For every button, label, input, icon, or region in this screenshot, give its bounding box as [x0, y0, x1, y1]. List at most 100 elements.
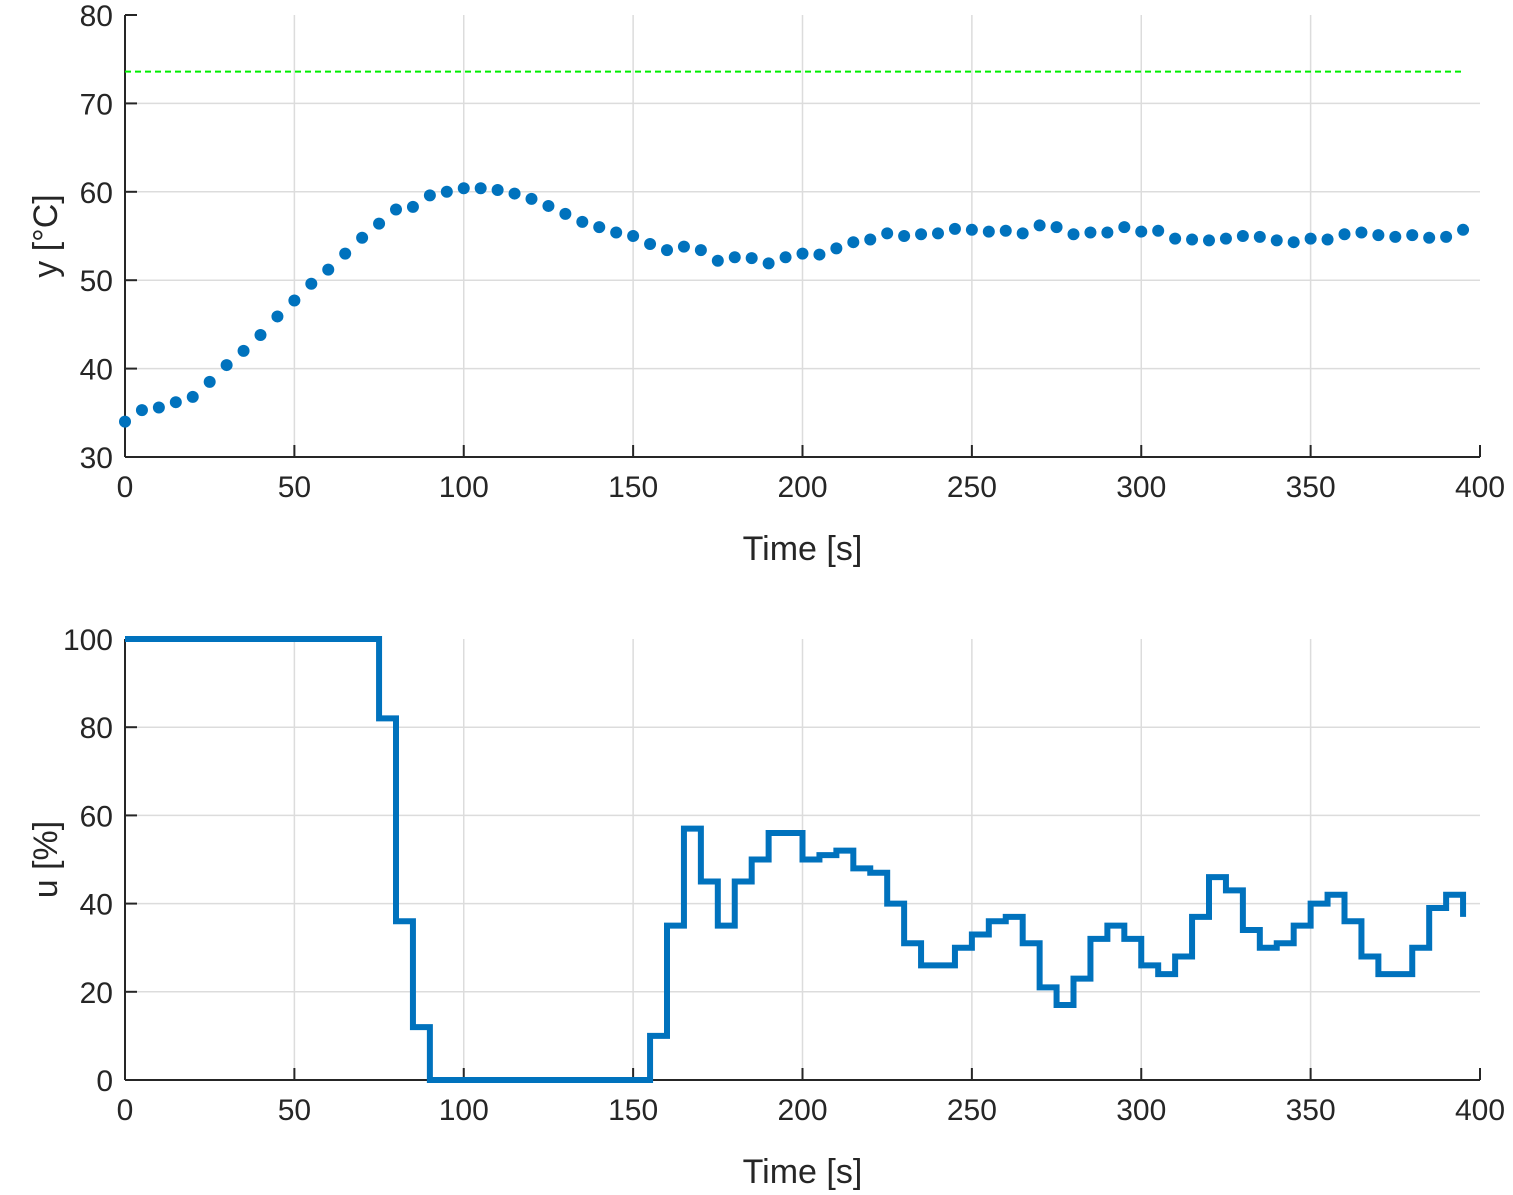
data-point: [661, 244, 673, 257]
x-tick-label: 350: [1286, 471, 1336, 504]
data-point: [1084, 226, 1097, 239]
data-point: [220, 359, 233, 372]
data-point: [254, 329, 267, 342]
x-tick-label: 250: [947, 471, 997, 504]
data-point: [1389, 230, 1402, 243]
data-point: [373, 217, 386, 230]
x-tick-label: 400: [1455, 471, 1505, 504]
x-tick-label: 400: [1455, 1094, 1505, 1127]
data-point: [864, 233, 877, 246]
x-axis-label: Time [s]: [743, 530, 863, 568]
data-point: [1321, 233, 1334, 246]
y-tick-label: 40: [80, 354, 113, 387]
y-tick-label: 100: [63, 624, 113, 657]
x-tick-label: 150: [608, 1094, 658, 1127]
data-point: [1067, 228, 1080, 241]
data-point: [440, 185, 453, 198]
data-point: [203, 375, 216, 388]
x-tick-label: 200: [777, 471, 827, 504]
data-point: [796, 247, 809, 260]
y-tick-label: 60: [80, 800, 113, 833]
data-point: [728, 251, 741, 264]
data-point: [1338, 228, 1351, 241]
data-point: [694, 244, 707, 257]
data-point: [932, 227, 944, 240]
control-signal-plot: 0 50 100 150 200 250 300 350 400 0 20 40 60 80 100 Time…: [27, 624, 1505, 1191]
data-point: [237, 344, 250, 357]
data-point: [965, 223, 978, 236]
data-point: [423, 189, 436, 202]
data-point: [677, 240, 690, 253]
data-point: [119, 415, 131, 428]
data-point: [457, 182, 470, 195]
data-point: [1423, 231, 1436, 244]
x-tick-label: 0: [117, 471, 134, 504]
data-point: [1152, 224, 1165, 237]
data-point: [1236, 230, 1249, 242]
data-point: [322, 263, 335, 276]
data-point: [1253, 230, 1266, 243]
data-point: [491, 184, 504, 197]
x-tick-label: 350: [1286, 1094, 1336, 1127]
data-point: [1219, 232, 1232, 245]
data-point: [542, 199, 555, 212]
y-tick-label: 70: [80, 88, 113, 121]
y-tick-label: 30: [80, 442, 113, 475]
x-axis-label: Time [s]: [743, 1153, 863, 1191]
x-tick-label: 300: [1116, 471, 1166, 504]
y-tick-label: 80: [80, 712, 113, 745]
data-point: [1033, 219, 1046, 232]
temperature-plot: 0 50 100 150 200 250 300 350 400 30 40 50 60 70 80 Time…: [27, 0, 1505, 568]
series-line: [125, 636, 1467, 1083]
data-point: [525, 192, 538, 205]
data-point: [915, 228, 928, 241]
x-tick-label: 0: [117, 1094, 134, 1127]
data-point: [406, 200, 419, 213]
data-point: [339, 247, 352, 260]
data-point: [1406, 229, 1419, 242]
data-point: [1304, 232, 1317, 245]
data-point: [1270, 234, 1283, 247]
data-point: [390, 203, 402, 216]
data-point: [813, 248, 826, 261]
x-tick-label: 300: [1116, 1094, 1166, 1127]
data-point: [1287, 236, 1300, 249]
data-point: [1016, 227, 1029, 240]
data-point: [1118, 221, 1131, 234]
data-point: [881, 227, 894, 240]
data-point: [644, 237, 657, 250]
y-tick-label: 40: [80, 889, 113, 922]
x-tick-label: 100: [439, 471, 489, 504]
data-point: [593, 221, 606, 234]
data-point: [948, 222, 961, 235]
data-point: [847, 236, 860, 249]
data-point: [474, 182, 487, 195]
x-tick-label: 50: [278, 1094, 311, 1127]
data-point: [898, 230, 911, 242]
data-point: [745, 252, 758, 265]
y-tick-label: 80: [80, 0, 113, 33]
data-point: [305, 277, 318, 290]
data-point: [1050, 221, 1063, 234]
x-tick-label: 100: [439, 1094, 489, 1127]
data-point: [1440, 230, 1453, 243]
y-axis-label: y [°C]: [27, 194, 65, 278]
data-point: [999, 224, 1012, 237]
data-point: [1203, 234, 1215, 247]
data-point: [610, 226, 623, 239]
x-tick-label: 150: [608, 471, 658, 504]
data-point: [711, 254, 724, 267]
data-point: [356, 231, 369, 244]
data-point: [1186, 233, 1199, 246]
data-point: [1355, 226, 1368, 239]
data-point: [169, 396, 182, 409]
data-point: [779, 251, 792, 264]
data-point: [508, 187, 521, 200]
data-point: [271, 310, 284, 323]
data-point: [1135, 225, 1148, 238]
data-point: [288, 294, 301, 307]
data-point: [1457, 223, 1470, 236]
data-point: [152, 401, 165, 414]
y-tick-label: 50: [80, 265, 113, 298]
